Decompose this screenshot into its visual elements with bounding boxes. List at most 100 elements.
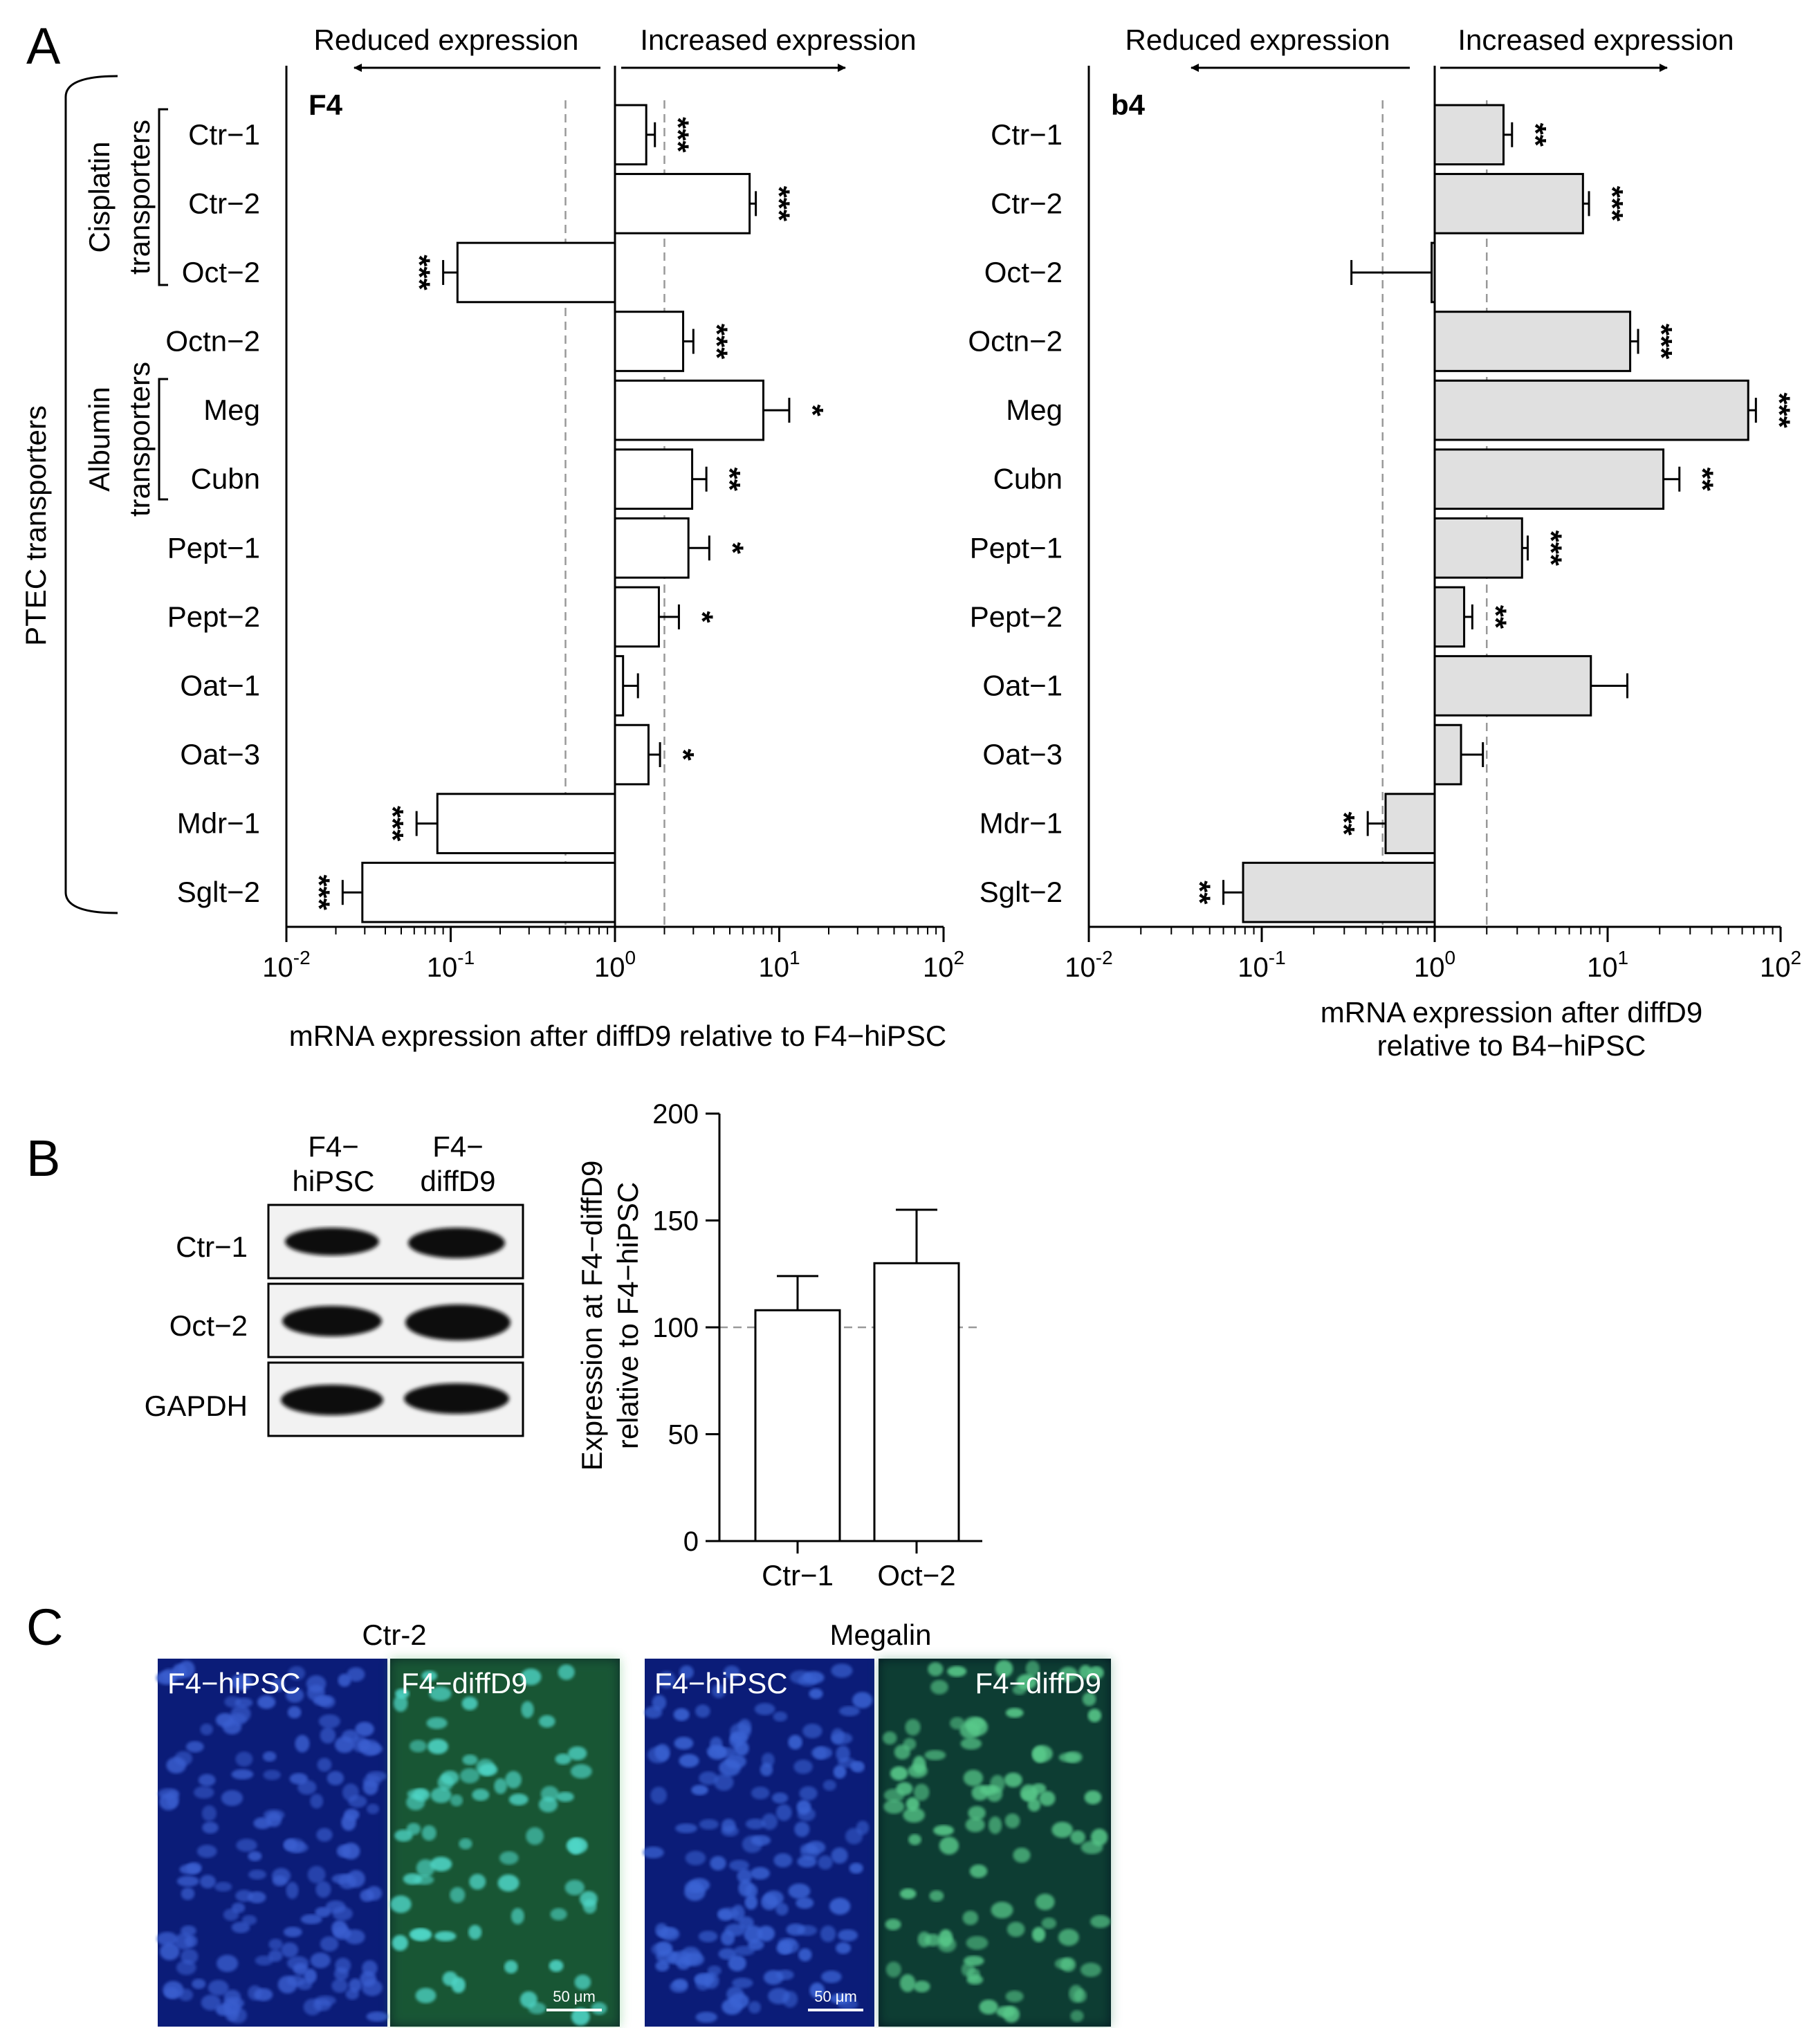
nucleus xyxy=(761,1893,778,1910)
nucleus xyxy=(836,1745,850,1763)
nucleus xyxy=(333,1926,351,1940)
western-blot xyxy=(267,1204,524,1437)
nucleus xyxy=(331,1874,352,1884)
nucleus xyxy=(494,1778,507,1794)
nucleus xyxy=(744,1895,757,1910)
nucleus xyxy=(960,1737,982,1750)
nucleus xyxy=(829,1993,852,2004)
nucleus xyxy=(905,1719,921,1736)
nucleus xyxy=(947,1666,967,1677)
nucleus xyxy=(913,1783,930,1801)
x-tick-label-exponent: -1 xyxy=(1269,947,1286,968)
nucleus xyxy=(799,1786,818,1800)
significance-marker: *** xyxy=(403,255,436,291)
nucleus xyxy=(283,1838,297,1851)
nucleus xyxy=(980,1785,998,1796)
category-label: Oct−2 xyxy=(877,1559,955,1592)
nucleus xyxy=(683,1952,705,1966)
nucleus xyxy=(1035,1893,1055,1910)
nucleus xyxy=(937,1937,957,1953)
x-tick-label-base: 10 xyxy=(1760,952,1791,983)
nucleus xyxy=(461,1696,478,1711)
f4-bar-chart: F4 mRNA expression after diffD9 relative… xyxy=(165,66,964,1052)
blot-band xyxy=(408,1228,505,1258)
significance-marker: *** xyxy=(762,186,796,222)
nucleus xyxy=(679,1665,694,1679)
significance-marker: *** xyxy=(1595,186,1629,222)
nucleus xyxy=(1005,1708,1024,1718)
nucleus xyxy=(331,1978,348,1993)
nucleus xyxy=(217,1955,239,1973)
nucleus xyxy=(248,1851,262,1861)
bar xyxy=(614,723,650,786)
bar xyxy=(614,311,685,372)
nucleus xyxy=(928,1662,944,1677)
nucleus xyxy=(332,1906,353,1921)
nucleus xyxy=(996,2006,1015,2018)
nucleus xyxy=(1058,1666,1078,1682)
b4-chart-title: b4 xyxy=(1111,89,1146,121)
nucleus xyxy=(737,1868,753,1883)
category-label: Octn−2 xyxy=(165,325,260,358)
nucleus xyxy=(1032,1746,1047,1763)
nucleus xyxy=(555,1753,571,1765)
nucleus xyxy=(1016,1674,1037,1690)
nucleus xyxy=(156,1670,178,1685)
nucleus xyxy=(933,1825,954,1836)
x-tick-label-base: 10 xyxy=(1065,952,1096,983)
category-label: Sglt−2 xyxy=(177,876,260,908)
nucleus xyxy=(797,1807,816,1822)
nucleus xyxy=(695,2011,717,2023)
bar xyxy=(614,586,660,648)
bar xyxy=(1433,311,1632,372)
x-tick-label-exponent: 0 xyxy=(1444,947,1455,968)
y-tick-label: 50 xyxy=(668,1420,699,1450)
nuclei-layer xyxy=(643,1663,873,2023)
nucleus xyxy=(263,1809,285,1821)
nucleus xyxy=(272,1875,287,1887)
nucleus xyxy=(1051,1821,1073,1838)
nucleus xyxy=(200,1723,213,1735)
x-tick-label: 10-2 xyxy=(262,947,310,983)
nucleus xyxy=(685,1850,706,1865)
nucleus xyxy=(281,1942,299,1958)
significance-marker: *** xyxy=(661,117,695,153)
nucleus xyxy=(215,2003,232,2016)
protein-y-axis-label-line-1: Expression at F4−diffD9 xyxy=(576,1161,608,1471)
nucleus xyxy=(1039,1791,1056,1807)
nucleus xyxy=(1084,1790,1102,1805)
nucleus xyxy=(691,1785,708,1796)
bar xyxy=(614,379,764,441)
nucleus xyxy=(508,1794,528,1806)
category-label: Meg xyxy=(1006,394,1063,426)
nucleus xyxy=(459,1768,480,1784)
category-label: Ctr−1 xyxy=(991,118,1063,151)
nucleus xyxy=(300,1914,322,1924)
nucleus xyxy=(721,1818,736,1834)
bar xyxy=(614,448,694,510)
nucleus xyxy=(963,1769,984,1787)
nucleus xyxy=(393,1694,408,1712)
nucleus xyxy=(472,1789,490,1801)
nucleus xyxy=(450,1794,463,1807)
nucleus xyxy=(403,1873,423,1885)
nucleus xyxy=(347,1667,365,1682)
nucleus xyxy=(1058,1752,1081,1762)
nucleus xyxy=(360,1971,376,1987)
bar xyxy=(1431,241,1436,304)
nucleus xyxy=(1088,1666,1103,1679)
panel-b: B F4− hiPSC F4− diffD9 Ctr−1 Oct−2 GAPDH… xyxy=(26,1099,982,1592)
nucleus xyxy=(929,1890,944,1902)
x-tick-label: 102 xyxy=(1760,947,1801,983)
nucleus xyxy=(263,1769,281,1780)
nucleus xyxy=(838,1929,858,1942)
nucleus xyxy=(761,1753,775,1768)
nucleus xyxy=(567,1837,587,1853)
x-tick-label-base: 10 xyxy=(1238,952,1269,983)
nucleus xyxy=(714,1773,734,1791)
nucleus xyxy=(235,1751,253,1767)
category-label: Oat−3 xyxy=(180,738,260,771)
nucleus xyxy=(930,1679,948,1695)
b4-increased-label: Increased expression xyxy=(1458,24,1734,56)
nucleus xyxy=(1027,1798,1041,1812)
